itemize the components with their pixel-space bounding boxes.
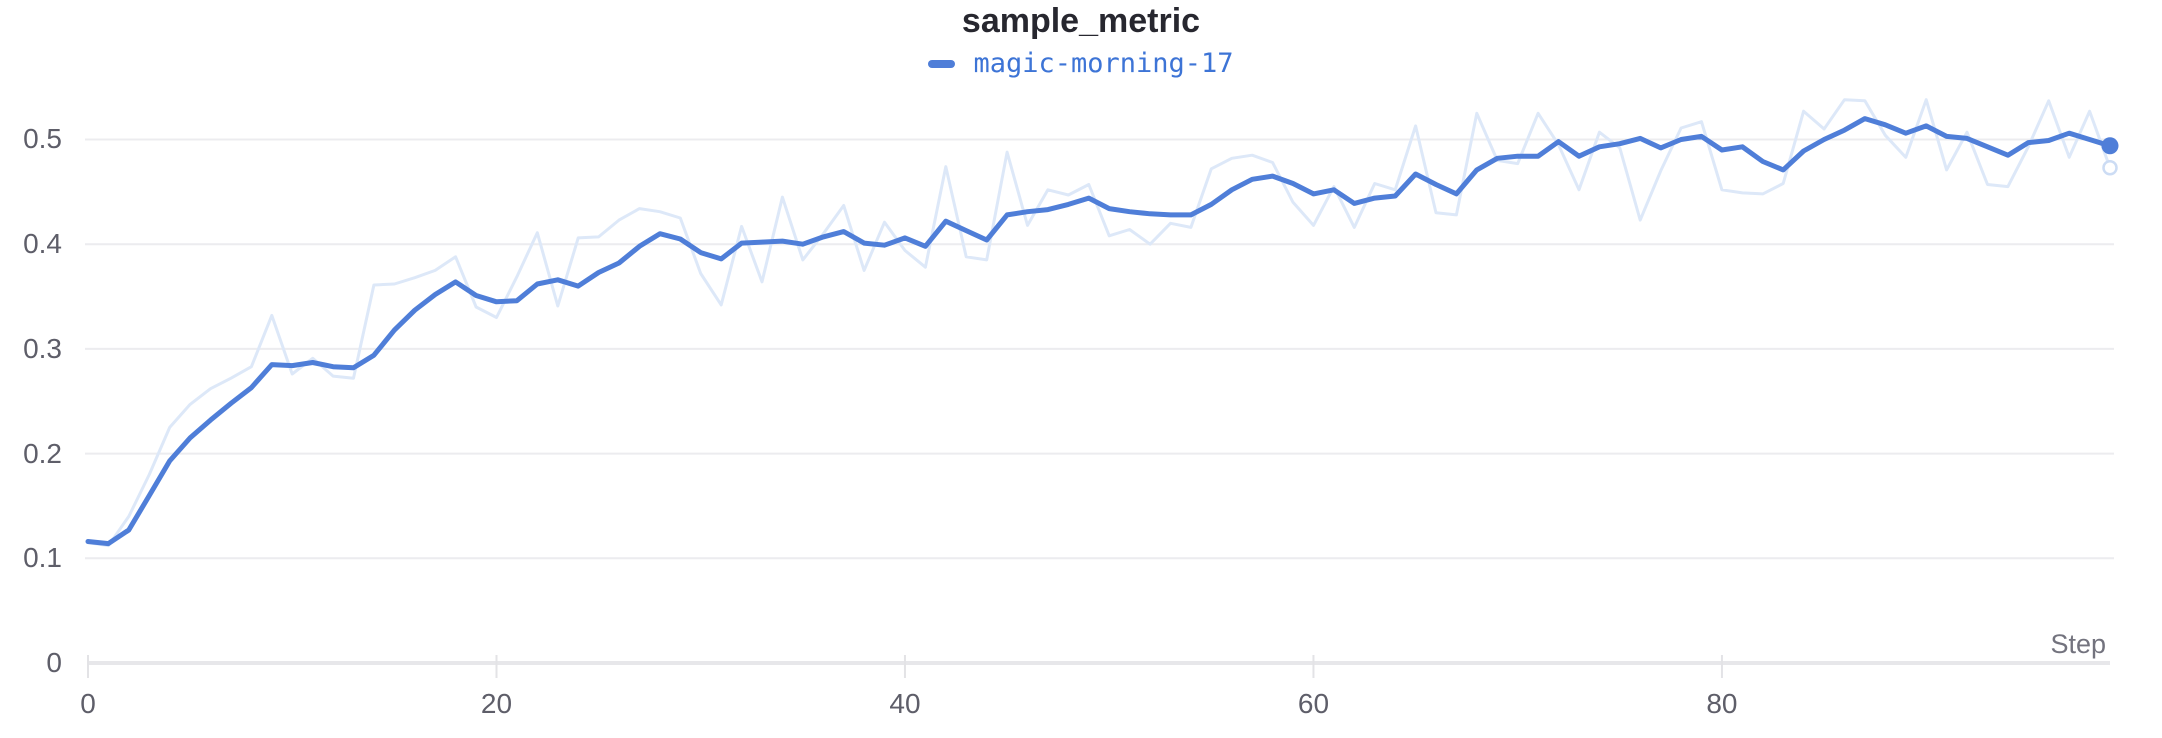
raw-endpoint-dot[interactable] [2102, 160, 2118, 176]
legend-line-swatch-icon [928, 59, 956, 68]
chart-title: sample_metric [961, 2, 1201, 40]
x-tick-label: 40 [889, 688, 921, 719]
y-tick-label: 0.1 [23, 542, 62, 574]
x-axis-title: Step [2050, 629, 2106, 659]
raw-series-line[interactable] [86, 98, 2112, 548]
y-tick-label: 0.3 [23, 332, 62, 364]
x-tick-label: 80 [1706, 688, 1738, 719]
smoothed-endpoint-dot[interactable] [2101, 137, 2119, 155]
y-tick-label: 0 [46, 647, 62, 678]
chart-legend: magic-morning-17 [0, 50, 2162, 77]
y-tick-label: 0.4 [23, 228, 62, 260]
x-tick-label: 0 [80, 688, 96, 719]
legend-item[interactable]: magic-morning-17 [928, 48, 1234, 79]
y-tick-label: 0.5 [23, 123, 62, 155]
legend-run-name: magic-morning-17 [973, 48, 1234, 79]
smoothed-series-line[interactable] [85, 116, 2113, 547]
y-tick-label: 0.2 [23, 437, 62, 469]
x-tick-label: 60 [1297, 688, 1330, 719]
x-tick-label: 20 [480, 688, 513, 719]
